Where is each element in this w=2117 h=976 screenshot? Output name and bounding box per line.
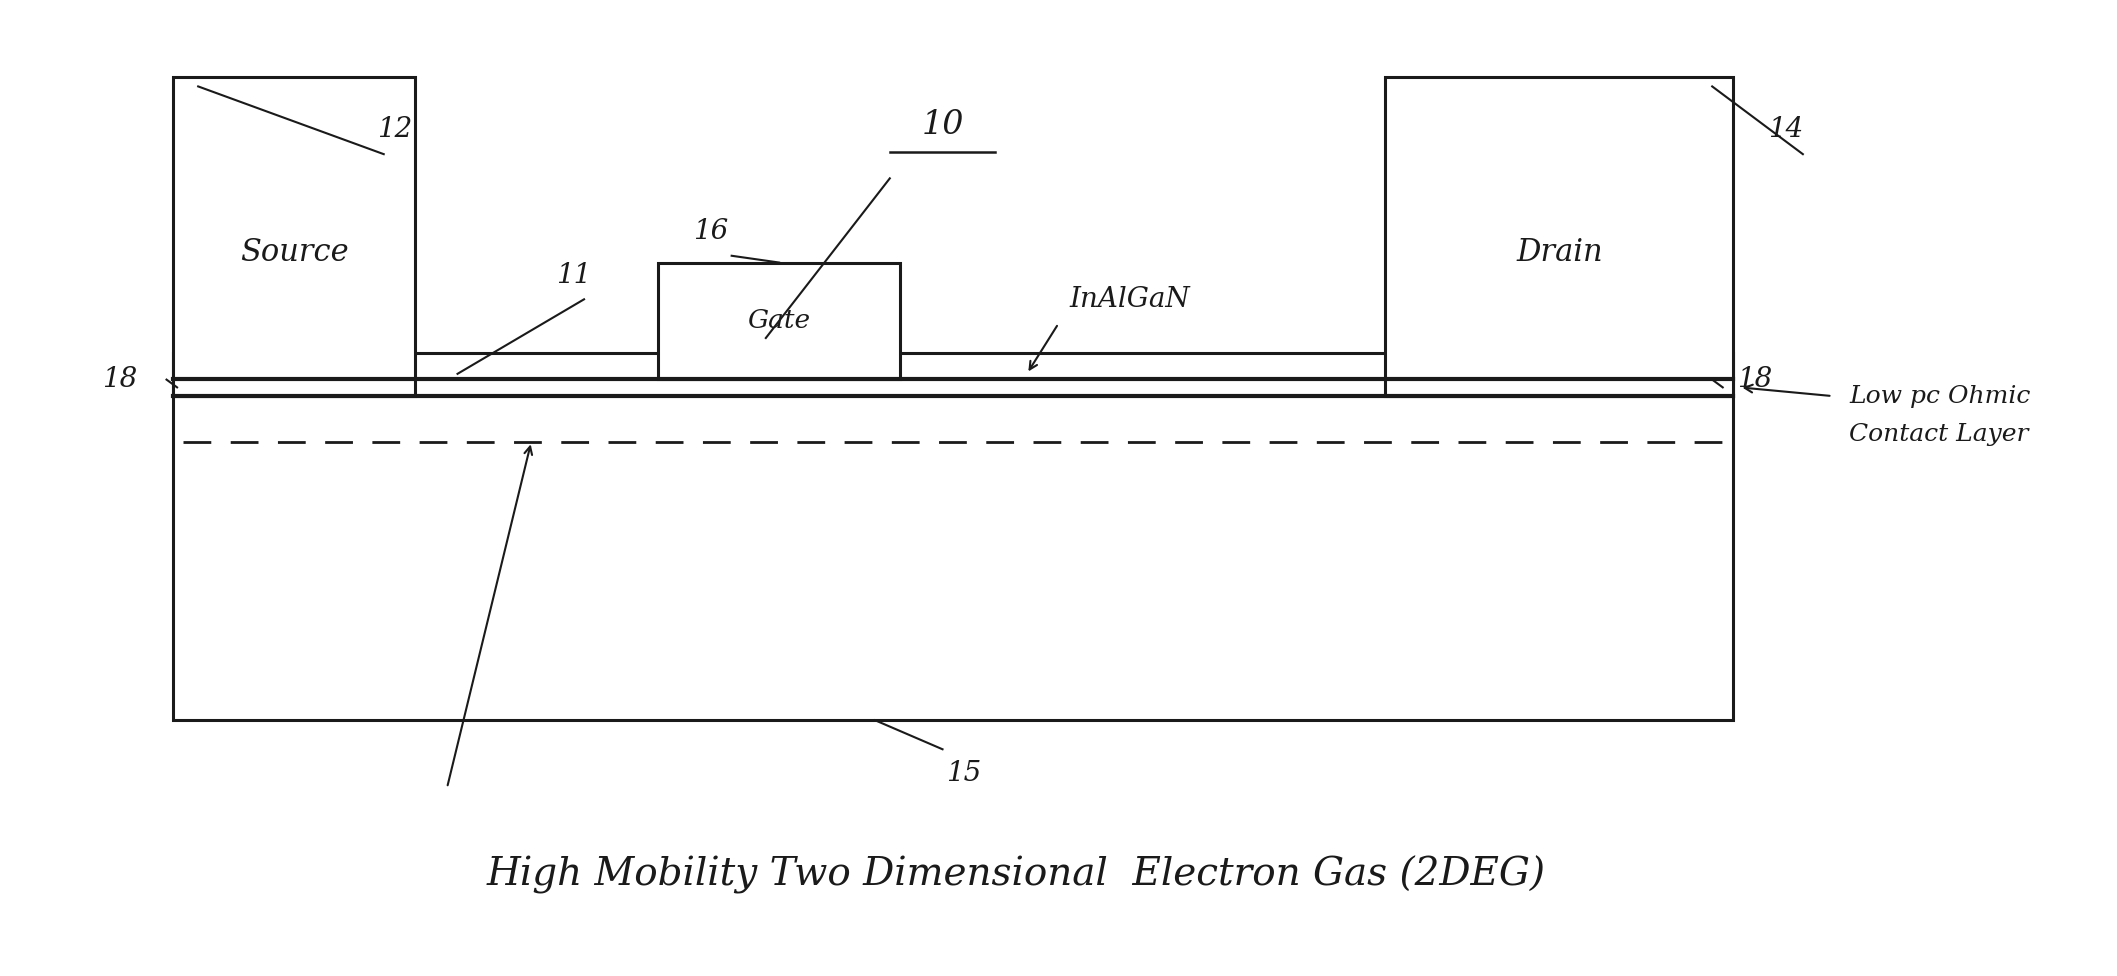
- Bar: [174, 77, 415, 396]
- Text: 18: 18: [1736, 366, 1772, 393]
- Bar: [1385, 77, 1734, 396]
- Text: High Mobility Two Dimensional  Electron Gas (2DEG): High Mobility Two Dimensional Electron G…: [487, 856, 1545, 894]
- Text: 18: 18: [102, 366, 138, 393]
- Text: Drain: Drain: [1516, 237, 1603, 267]
- Text: 15: 15: [946, 760, 982, 787]
- Text: 14: 14: [1768, 116, 1804, 143]
- Bar: [658, 263, 900, 379]
- Text: 11: 11: [557, 262, 591, 289]
- Bar: [174, 352, 1734, 720]
- Text: 10: 10: [921, 109, 963, 142]
- Text: 16: 16: [692, 218, 728, 245]
- Text: Low pc Ohmic: Low pc Ohmic: [1850, 385, 2030, 408]
- Text: Gate: Gate: [747, 308, 811, 333]
- Text: Source: Source: [239, 237, 349, 267]
- Text: InAlGaN: InAlGaN: [1069, 286, 1190, 312]
- Text: Contact Layer: Contact Layer: [1850, 424, 2028, 446]
- Text: 12: 12: [377, 116, 413, 143]
